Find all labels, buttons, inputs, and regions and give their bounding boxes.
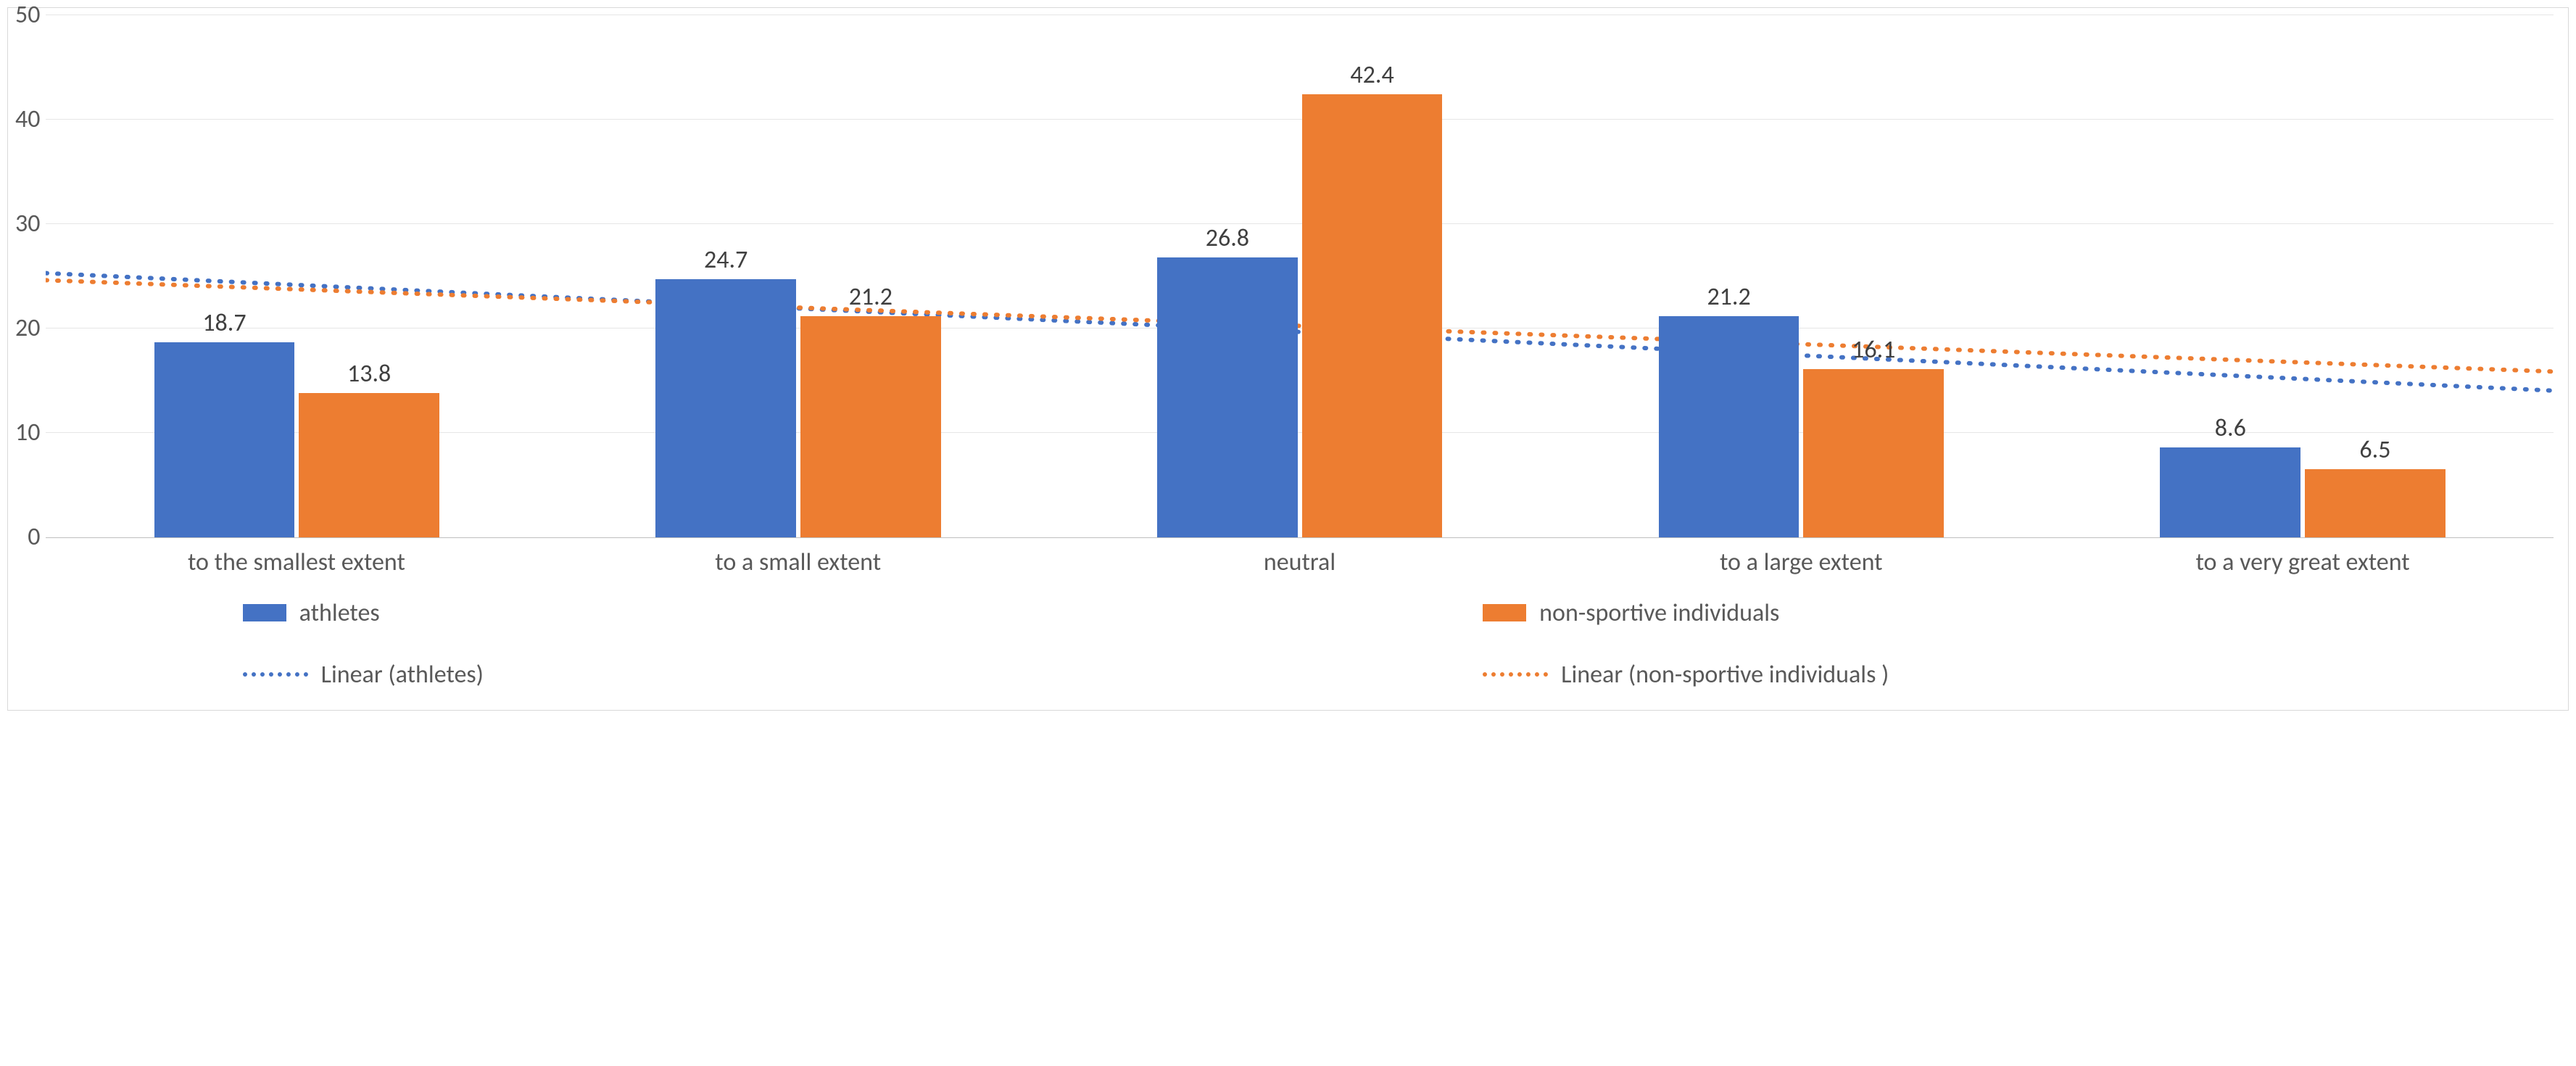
bar-group: 18.713.8 xyxy=(46,15,547,537)
plot-area: 18.713.824.721.226.842.421.216.18.66.5 xyxy=(46,15,2554,538)
bar-data-label: 42.4 xyxy=(1350,60,1393,90)
legend-swatch-box xyxy=(1483,604,1526,621)
bar-data-label: 18.7 xyxy=(202,308,246,338)
x-category-label: to a very great extent xyxy=(2052,538,2554,578)
bar-group: 8.66.5 xyxy=(2052,15,2554,537)
bar-data-label: 8.6 xyxy=(2215,413,2246,443)
chart-container: 50403020100 18.713.824.721.226.842.421.2… xyxy=(7,7,2569,711)
bar-data-label: 16.1 xyxy=(1852,335,1895,365)
bar-data-label: 24.7 xyxy=(704,245,747,275)
legend-swatch-line xyxy=(1483,672,1548,677)
bar-nonsport: 42.4 xyxy=(1302,94,1443,537)
x-category-label: to a large extent xyxy=(1550,538,2052,578)
bar-data-label: 26.8 xyxy=(1206,223,1249,253)
x-category-label: to a small extent xyxy=(547,538,1049,578)
bar-nonsport: 13.8 xyxy=(299,393,439,537)
legend-label: Linear (non-sportive individuals ) xyxy=(1561,660,1889,690)
bar-athletes: 21.2 xyxy=(1659,316,1800,537)
bar-athletes: 24.7 xyxy=(655,279,796,537)
legend: athletes non-sportive individuals Linear (… xyxy=(15,578,2554,703)
x-category-label: to the smallest extent xyxy=(46,538,547,578)
bar-nonsport: 16.1 xyxy=(1803,369,1944,537)
legend-item: non-sportive individuals xyxy=(1285,598,2525,628)
bar-data-label: 21.2 xyxy=(1707,282,1750,312)
plot-wrap: 50403020100 18.713.824.721.226.842.421.2… xyxy=(15,15,2554,538)
legend-item: Linear (athletes) xyxy=(44,660,1285,690)
bar-group: 24.721.2 xyxy=(547,15,1049,537)
x-category-label: neutral xyxy=(1049,538,1551,578)
bar-group: 26.842.4 xyxy=(1049,15,1551,537)
legend-label: non-sportive individuals xyxy=(1539,598,1779,628)
bar-group: 21.216.1 xyxy=(1551,15,2053,537)
bar-groups: 18.713.824.721.226.842.421.216.18.66.5 xyxy=(46,15,2554,537)
bar-nonsport: 21.2 xyxy=(800,316,941,537)
legend-item: athletes xyxy=(44,598,1285,628)
bar-nonsport: 6.5 xyxy=(2305,469,2445,537)
bar-athletes: 8.6 xyxy=(2160,447,2300,537)
legend-swatch-line xyxy=(243,672,308,677)
bar-athletes: 26.8 xyxy=(1157,257,1298,537)
y-axis: 50403020100 xyxy=(15,15,46,537)
bar-athletes: 18.7 xyxy=(154,342,295,537)
legend-item: Linear (non-sportive individuals ) xyxy=(1285,660,2525,690)
bar-data-label: 21.2 xyxy=(849,282,893,312)
bar-data-label: 13.8 xyxy=(347,359,391,389)
x-axis: to the smallest extentto a small extentn… xyxy=(46,538,2554,578)
legend-label: Linear (athletes) xyxy=(321,660,484,690)
legend-label: athletes xyxy=(299,598,380,628)
legend-swatch-box xyxy=(243,604,286,621)
bar-data-label: 6.5 xyxy=(2359,435,2390,465)
